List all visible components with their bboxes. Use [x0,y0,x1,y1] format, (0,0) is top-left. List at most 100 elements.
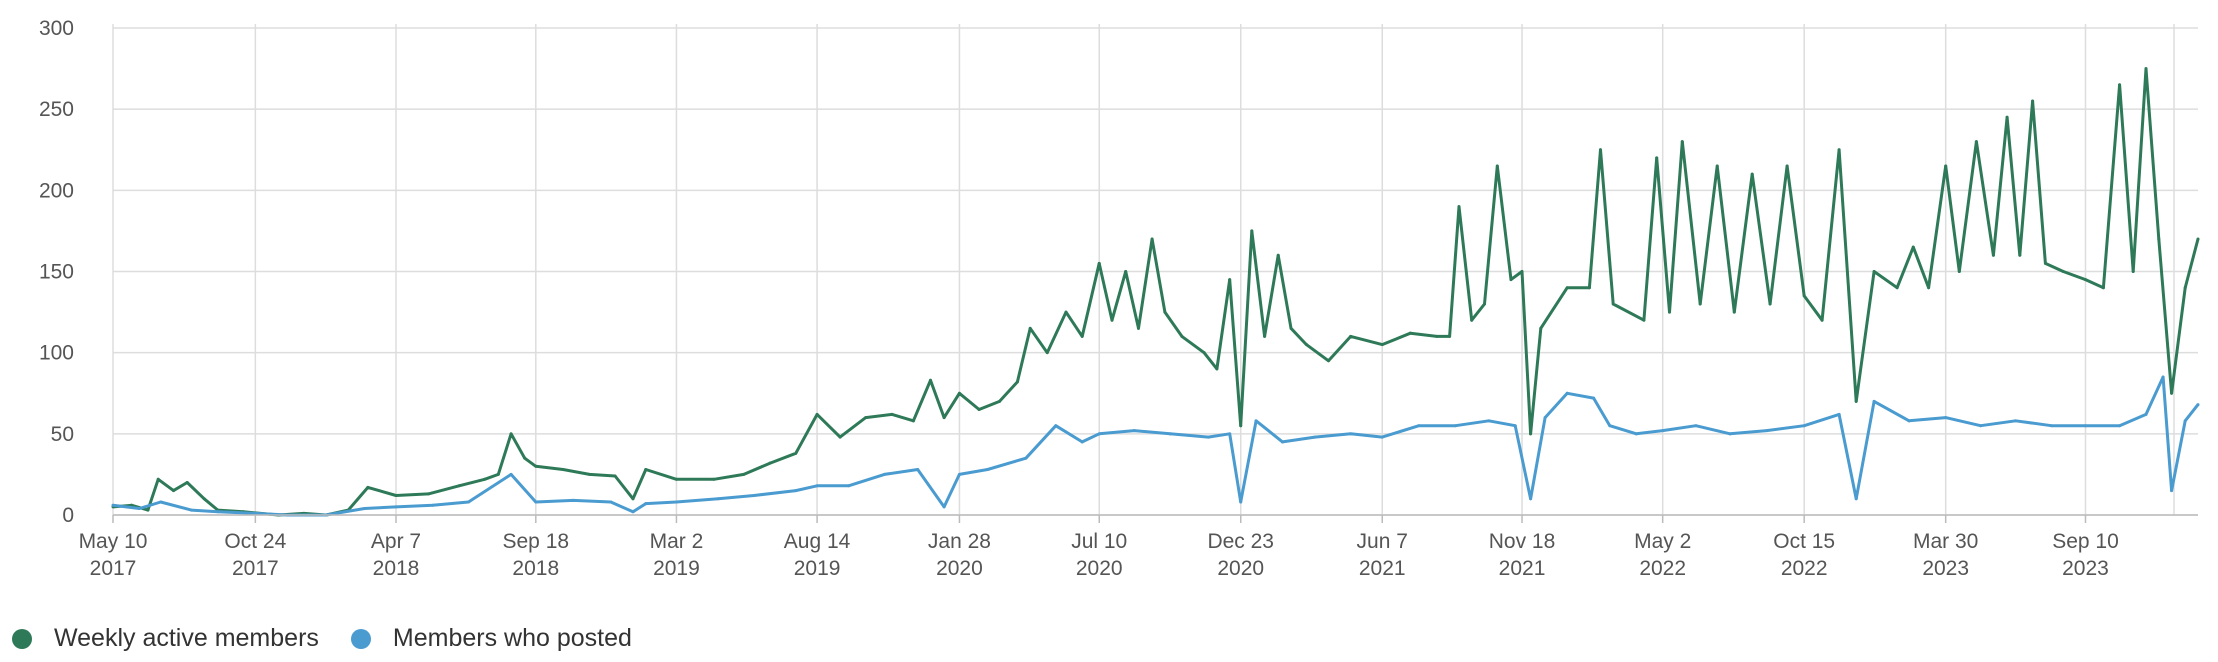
legend-dot-icon [350,628,371,649]
data-point [1417,424,1421,428]
data-point [882,472,886,476]
data-point [716,497,720,501]
data-point [2196,403,2200,407]
data-point [2131,270,2135,273]
data-point [1276,253,1280,257]
data-point [1661,429,1665,433]
data-point [998,399,1002,403]
data-point [2144,412,2148,416]
data-point [496,472,500,476]
data-point [1608,424,1612,428]
data-point [1802,424,1806,428]
x-tick-label: Jan 28 2020 [928,530,991,580]
data-point [362,507,366,511]
data-point [1927,286,1931,290]
data-point [1054,424,1058,428]
data-point [2170,391,2174,395]
data-point [1215,367,1219,371]
data-point [1944,416,1948,420]
data-point [2118,83,2122,87]
data-point [394,505,398,509]
data-point [1529,497,1533,501]
data-point [2014,419,2018,423]
data-point [431,503,435,507]
data-point [957,472,961,476]
data-point [752,494,756,498]
data-point [1080,334,1084,338]
x-tick-label: Apr 7 2018 [371,530,421,580]
data-point [1097,432,1101,436]
data-point [1694,424,1698,428]
data-point [366,485,370,489]
data-point [1483,302,1487,306]
data-point [928,378,932,382]
x-tick-label: Jun 7 2021 [1357,530,1408,580]
data-point [864,416,868,420]
data-point [1539,326,1543,330]
data-point [1239,500,1243,504]
data-point [189,508,193,512]
data-point [587,472,591,476]
data-point [1565,391,1569,395]
data-point [1470,318,1474,322]
data-point [1820,318,1824,322]
data-point [137,507,141,511]
data-point [2196,237,2200,241]
data-point [911,419,915,423]
y-tick-label: 100 [39,342,74,365]
data-point [1944,164,1948,168]
data-point [794,451,798,455]
data-point [1513,424,1517,428]
data-point [1045,351,1049,355]
data-point [1509,278,1513,282]
legend-dot-icon [12,628,32,649]
data-point [457,484,461,488]
legend-item-members-posted[interactable]: Members who posted [350,624,632,653]
data-point [1728,432,1732,436]
data-point [1872,270,1876,273]
data-point [1520,270,1524,273]
data-point [1250,229,1254,233]
data-point [1655,156,1659,160]
data-point [1457,205,1461,209]
data-point [1487,419,1491,423]
data-point [571,498,575,502]
x-tick-label: Sep 10 2023 [2052,530,2119,580]
data-point [1529,432,1533,436]
data-point [509,432,513,436]
data-point [111,503,115,507]
data-point [2183,419,2187,423]
data-point [674,477,678,481]
legend-item-weekly-active[interactable]: Weekly active members [12,624,319,653]
x-tick-label: Mar 2 2019 [650,530,704,580]
data-point [986,468,990,472]
y-tick-label: 0 [62,504,74,527]
series-line-0 [112,67,2200,517]
data-point [2083,424,2087,428]
data-point [1957,270,1961,273]
data-point [1349,334,1353,338]
data-point [1872,399,1876,403]
data-point [1642,318,1646,322]
data-point [1837,148,1841,152]
data-point [2118,424,2122,428]
data-point [172,489,176,493]
y-tick-label: 300 [39,17,74,40]
data-point [1668,310,1672,314]
data-point [631,510,635,514]
data-point [1132,429,1136,433]
data-point [1854,497,1858,501]
data-point [1732,310,1736,314]
data-point [768,461,772,465]
data-point [1448,334,1452,338]
data-point [838,435,842,439]
data-point [1911,245,1915,249]
data-point [1895,286,1899,290]
data-point [1495,164,1499,168]
data-point [394,494,398,498]
data-point [1163,310,1167,314]
data-point [1228,278,1232,282]
data-point [1206,435,1210,439]
data-point [1097,261,1101,265]
y-axis: 0 50 100 150 200 250 300 [39,17,74,527]
